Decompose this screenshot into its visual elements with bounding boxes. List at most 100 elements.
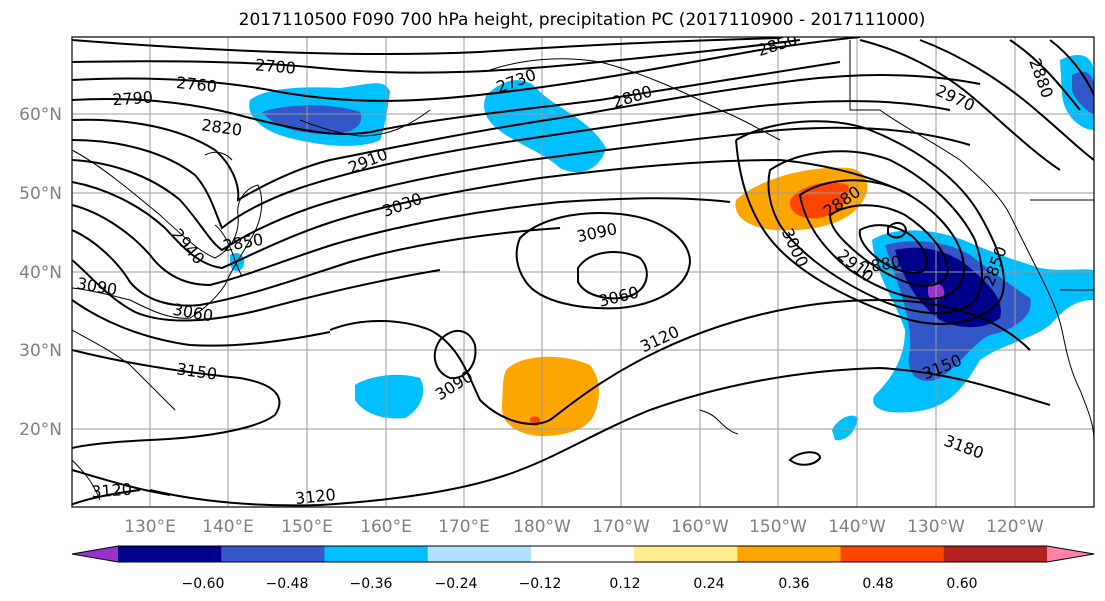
map-frame bbox=[71, 36, 1095, 508]
lon-label: 160°E bbox=[360, 517, 412, 537]
contour-line bbox=[72, 37, 861, 102]
height-contours bbox=[72, 37, 1094, 507]
contour-line bbox=[919, 39, 1094, 161]
colorbar-tick: −0.24 bbox=[435, 576, 478, 592]
shade-cyan-aleutian bbox=[484, 80, 606, 173]
contour-line bbox=[72, 100, 951, 230]
contour-label: 2790 bbox=[112, 88, 154, 110]
latitude-labels: 60°N 50°N 40°N 30°N 20°N bbox=[19, 105, 62, 440]
colorbar-extend-low bbox=[72, 546, 118, 562]
colorbar-tick: −0.12 bbox=[519, 576, 562, 592]
coast-asia bbox=[72, 149, 263, 319]
coast-china bbox=[72, 329, 176, 411]
longitude-labels: 130°E 140°E 150°E 160°E 170°E 180°W 170°… bbox=[124, 517, 1044, 537]
contour-line bbox=[72, 489, 141, 506]
colorbar-swatch bbox=[118, 546, 222, 562]
contour-line bbox=[72, 158, 911, 270]
lat-label: 30°N bbox=[19, 341, 62, 361]
colorbar-swatch bbox=[530, 546, 635, 562]
contour-line bbox=[735, 120, 1005, 325]
colorbar-extend-high bbox=[1047, 546, 1094, 562]
contour-label: 3120 bbox=[294, 485, 336, 508]
contour-label: 3120 bbox=[91, 480, 133, 502]
contour-line bbox=[72, 227, 561, 307]
gridlines bbox=[72, 37, 1094, 507]
map-title: 2017110500 F090 700 hPa height, precipit… bbox=[239, 10, 926, 30]
coast-alaska-south bbox=[489, 58, 781, 141]
shade-cyan-hawaii bbox=[832, 415, 858, 441]
lon-label: 170°E bbox=[438, 517, 490, 537]
contour-line bbox=[72, 259, 441, 322]
coastlines bbox=[72, 40, 1094, 501]
colorbar-swatch bbox=[221, 546, 325, 562]
contour-line bbox=[72, 39, 801, 74]
contour-line bbox=[72, 197, 731, 287]
contour-line bbox=[859, 39, 1061, 171]
colorbar-tick: 0.60 bbox=[946, 576, 977, 592]
contour-line bbox=[433, 330, 477, 380]
colorbar-tick: 0.24 bbox=[693, 576, 724, 592]
contour-line bbox=[329, 298, 1031, 425]
lat-label: 40°N bbox=[19, 263, 62, 283]
contour-line bbox=[72, 61, 841, 136]
colorbar-swatch bbox=[737, 546, 842, 562]
contour-line bbox=[72, 299, 331, 347]
contour-line bbox=[858, 224, 928, 274]
lat-label: 60°N bbox=[19, 105, 62, 125]
colorbar-tick: −0.48 bbox=[266, 576, 309, 592]
colorbar-swatch bbox=[427, 546, 532, 562]
coast-japan bbox=[214, 224, 243, 277]
contour-line bbox=[72, 349, 281, 449]
colorbar-outline bbox=[71, 545, 1095, 563]
colorbar-ticks: −0.60 −0.48 −0.36 −0.24 −0.12 0.12 0.24 … bbox=[182, 576, 978, 592]
contour-line bbox=[798, 179, 965, 300]
lat-label: 50°N bbox=[19, 184, 62, 204]
lon-label: 140°W bbox=[828, 517, 886, 537]
lon-label: 130°E bbox=[124, 517, 176, 537]
shade-orange-subtropic bbox=[501, 356, 599, 436]
lat-label: 20°N bbox=[19, 420, 62, 440]
contour-line bbox=[887, 222, 908, 239]
contour-label: 2700 bbox=[254, 55, 296, 77]
colorbar-swatch bbox=[943, 546, 1048, 562]
lon-label: 160°W bbox=[671, 517, 729, 537]
contour-line bbox=[515, 212, 692, 310]
colorbar-tick: −0.36 bbox=[350, 576, 393, 592]
colorbar-swatches bbox=[71, 545, 1095, 563]
lon-label: 170°W bbox=[592, 517, 650, 537]
shade-cyan-wpac bbox=[355, 374, 424, 419]
contour-label: 2760 bbox=[175, 73, 217, 96]
map-panel: 2700 2760 2790 2820 2730 2850 2880 2970 … bbox=[71, 36, 1095, 508]
contour-line bbox=[149, 366, 1051, 507]
lon-label: 150°W bbox=[749, 517, 807, 537]
coast-south bbox=[72, 459, 101, 501]
colorbar-swatch bbox=[324, 546, 429, 562]
lon-label: 180°W bbox=[513, 517, 571, 537]
coast-hawaii bbox=[699, 409, 739, 435]
colorbar-tick: 0.12 bbox=[609, 576, 640, 592]
contour-line bbox=[72, 37, 781, 56]
contour-line bbox=[72, 126, 971, 252]
contour-line bbox=[1049, 39, 1094, 96]
colorbar-tick: −0.60 bbox=[182, 576, 225, 592]
contour-line bbox=[828, 204, 950, 287]
colorbar: −0.60 −0.48 −0.36 −0.24 −0.12 0.12 0.24 … bbox=[71, 545, 1095, 592]
colorbar-tick: 0.36 bbox=[778, 576, 809, 592]
contour-line bbox=[72, 74, 981, 202]
coast-kamchatka bbox=[204, 151, 233, 161]
colorbar-swatch bbox=[840, 546, 945, 562]
contour-line bbox=[577, 251, 648, 300]
contour-line bbox=[788, 451, 822, 466]
colorbar-swatch bbox=[634, 546, 738, 562]
contour-line bbox=[1009, 39, 1081, 111]
coast-aleutian-west bbox=[299, 109, 431, 137]
lon-label: 150°E bbox=[281, 517, 333, 537]
lon-label: 120°W bbox=[986, 517, 1044, 537]
lon-label: 140°E bbox=[202, 517, 254, 537]
contour-line bbox=[767, 150, 983, 315]
colorbar-tick: 0.48 bbox=[862, 576, 893, 592]
lon-label: 130°W bbox=[907, 517, 965, 537]
shade-navy-westcoast bbox=[895, 247, 1001, 328]
coast-north-america bbox=[849, 40, 1094, 441]
